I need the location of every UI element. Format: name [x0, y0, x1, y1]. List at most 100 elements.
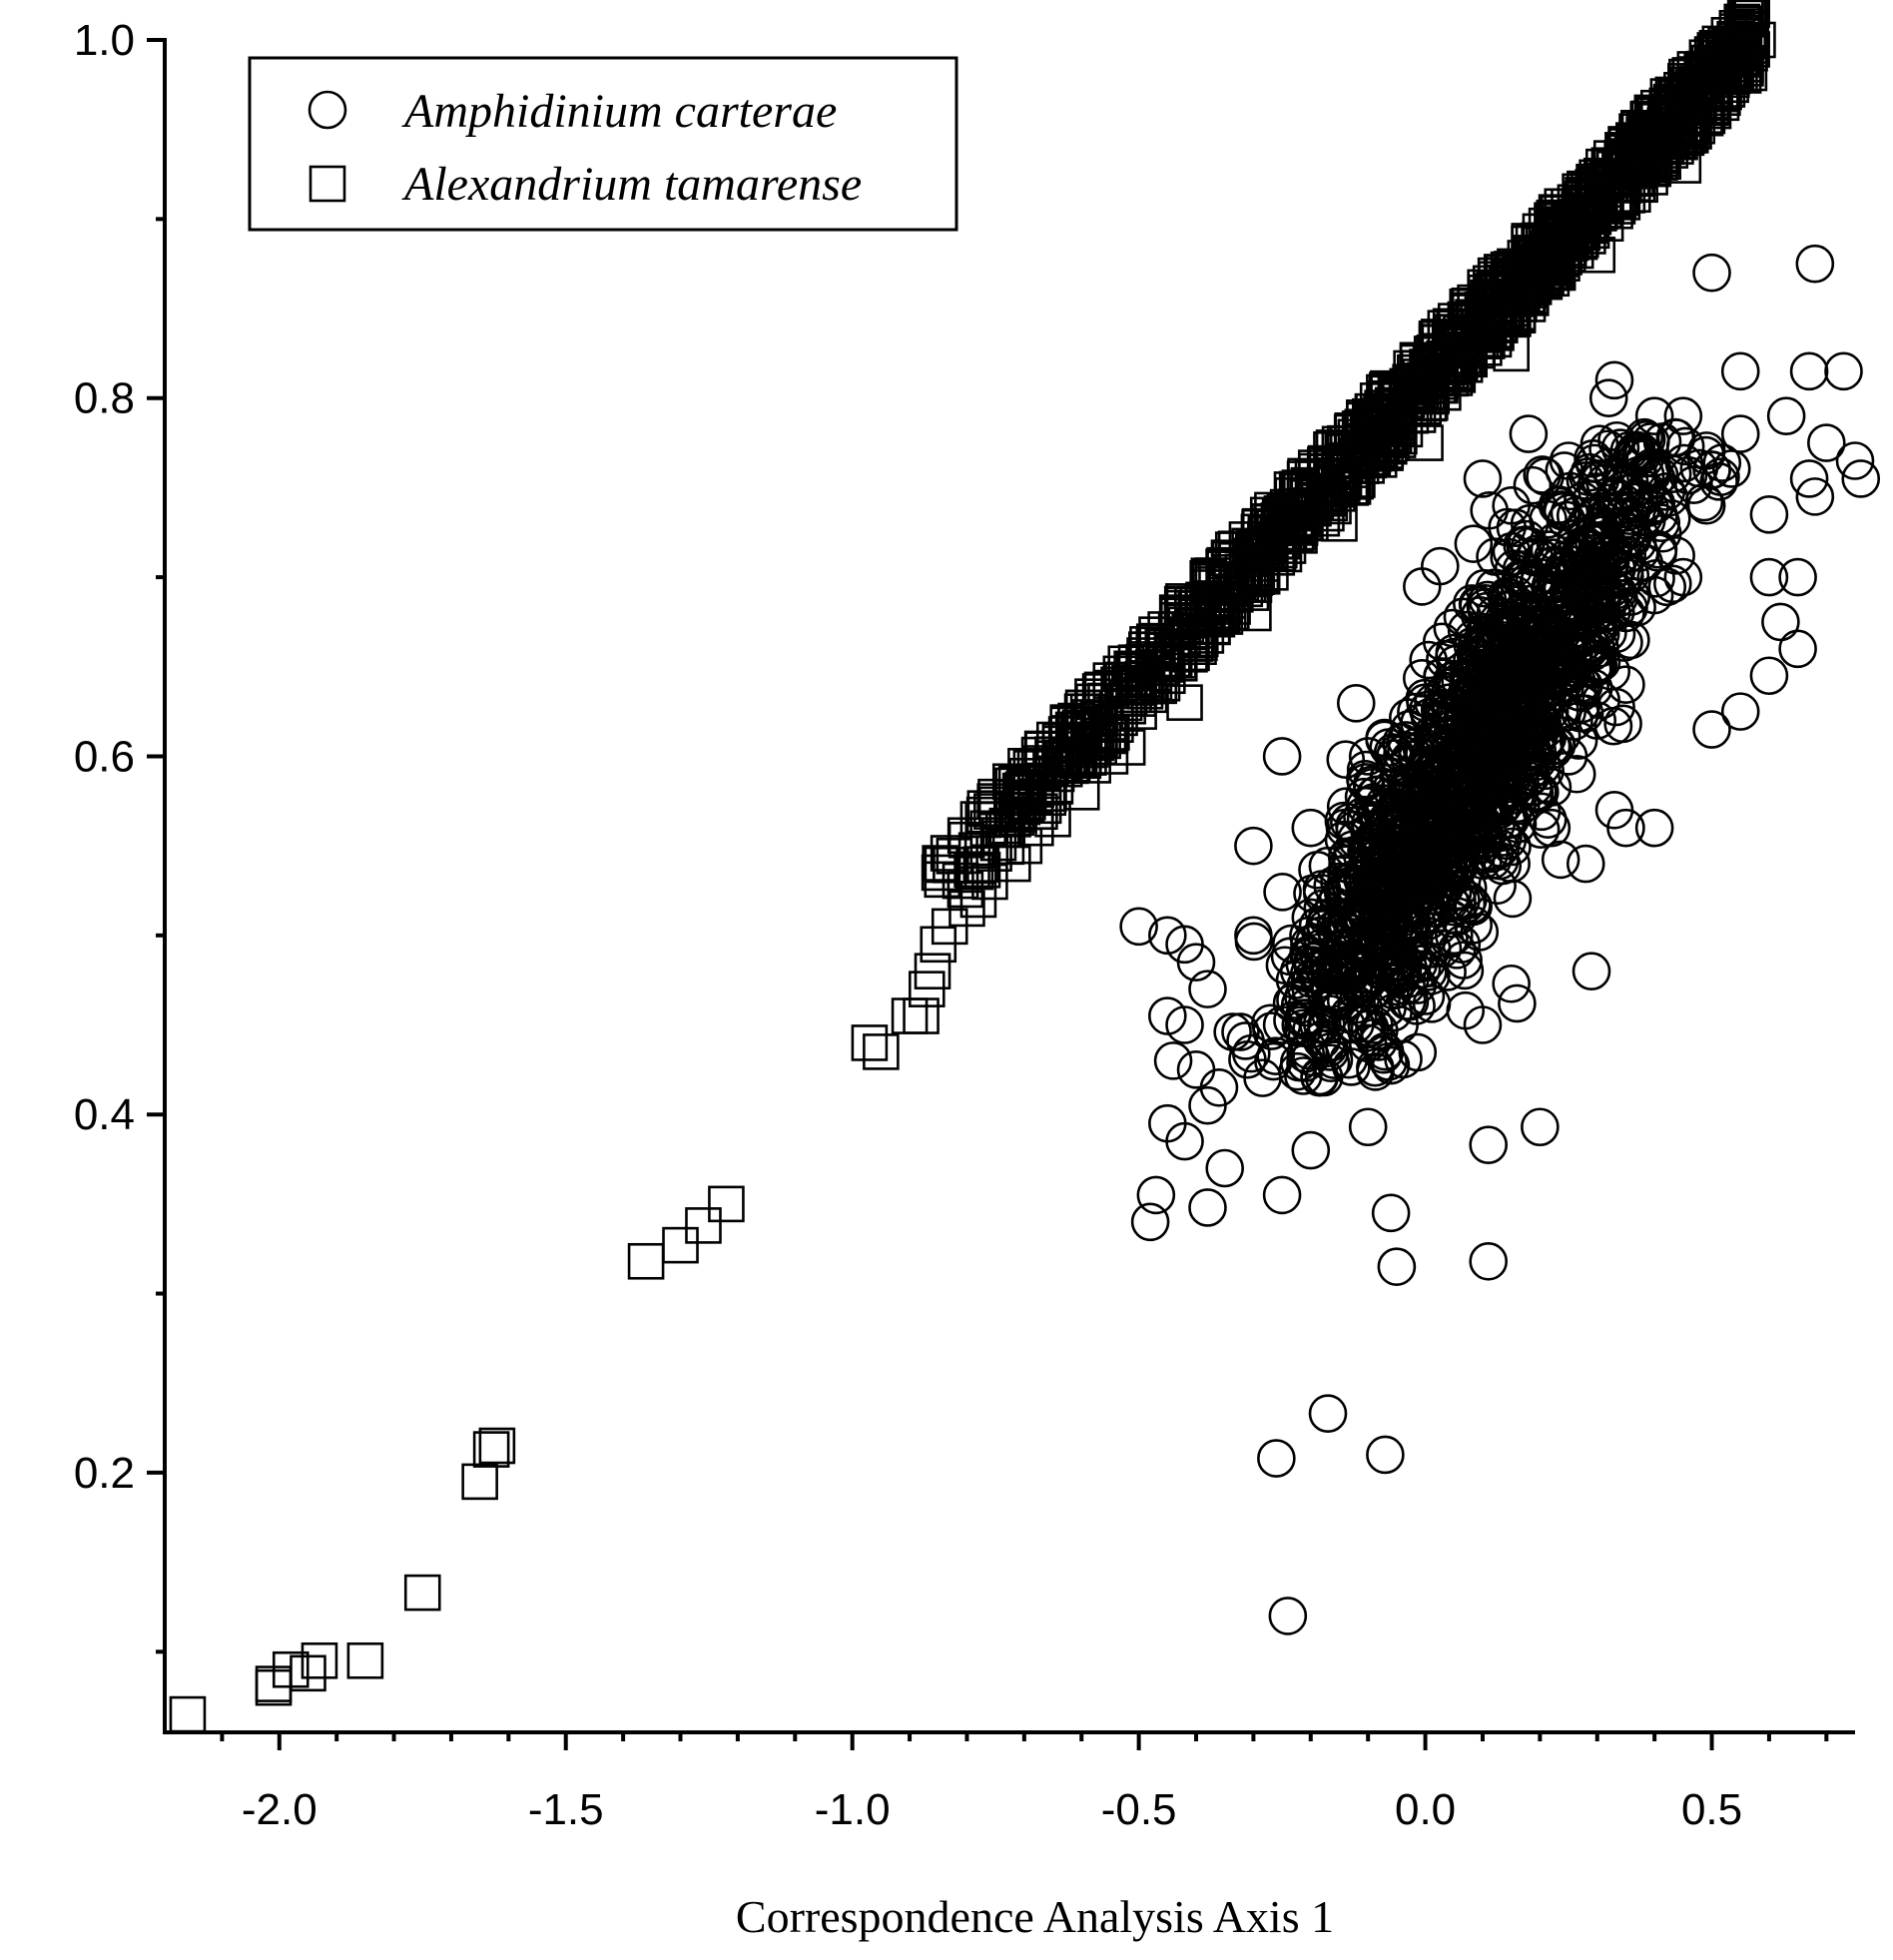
- amphidinium-point: [1333, 830, 1373, 870]
- amphidinium-point: [1565, 598, 1604, 637]
- alexandrium-point: [290, 1654, 326, 1692]
- alexandrium-point: [1432, 308, 1470, 345]
- amphidinium-point: [1498, 983, 1537, 1023]
- alexandrium-point: [1313, 430, 1350, 468]
- amphidinium-point: [1447, 885, 1487, 924]
- amphidinium-point: [1626, 419, 1666, 459]
- alexandrium-point: [1130, 676, 1168, 714]
- alexandrium-point: [1446, 345, 1484, 383]
- amphidinium-point: [1188, 1085, 1227, 1125]
- amphidinium-point: [1606, 808, 1645, 848]
- amphidinium-point: [1316, 952, 1355, 990]
- amphidinium-point: [1326, 740, 1366, 780]
- alexandrium-point: [662, 1226, 699, 1264]
- amphidinium-point: [1188, 1188, 1227, 1227]
- x-tick-label: -1.5: [528, 1785, 604, 1834]
- alexandrium-point: [1654, 76, 1692, 114]
- amphidinium-point: [1284, 978, 1323, 1016]
- amphidinium-point: [1234, 922, 1274, 962]
- alexandrium-point: [903, 997, 940, 1034]
- amphidinium-point: [1456, 637, 1496, 677]
- amphidinium-point: [1624, 417, 1664, 457]
- alexandrium-point: [1400, 363, 1438, 400]
- amphidinium-point: [1332, 1047, 1371, 1086]
- amphidinium-point: [1221, 1012, 1260, 1051]
- amphidinium-point: [1778, 629, 1817, 669]
- data-markers-layer: [169, 0, 1881, 1733]
- alexandrium-point: [1016, 793, 1054, 831]
- alexandrium-point: [1670, 66, 1707, 104]
- alexandrium-point: [1135, 626, 1173, 664]
- alexandrium-point: [1586, 205, 1624, 242]
- y-axis-ticks: 0.2 0.4 0.6 0.8 1.0: [74, 16, 165, 1654]
- amphidinium-point: [1486, 769, 1525, 809]
- amphidinium-point: [1148, 996, 1187, 1035]
- alexandrium-point: [1374, 386, 1412, 424]
- alexandrium-point: [1117, 668, 1155, 705]
- alexandrium-point: [1584, 178, 1622, 216]
- amphidinium-point: [1795, 477, 1835, 516]
- y-tick-label: 0.8: [74, 374, 135, 423]
- amphidinium-point: [1409, 640, 1448, 680]
- amphidinium-point: [1632, 450, 1672, 489]
- amphidinium-point: [1575, 443, 1614, 483]
- alexandrium-point: [1696, 72, 1734, 109]
- alexandrium-point: [1575, 173, 1612, 211]
- amphidinium-point: [1278, 1051, 1317, 1091]
- amphidinium-point: [1176, 1050, 1216, 1089]
- alexandrium-point: [1266, 492, 1304, 530]
- amphidinium-point: [1528, 619, 1567, 659]
- alexandrium-point: [1331, 468, 1369, 505]
- amphidinium-point: [1459, 639, 1499, 679]
- amphidinium-point: [1569, 530, 1607, 569]
- amphidinium-point: [1165, 1005, 1204, 1044]
- amphidinium-point: [1557, 754, 1596, 794]
- alexandrium-point: [169, 1695, 207, 1733]
- legend-label-amphidinium: Amphidinium carterae: [401, 85, 837, 138]
- alexandrium-point: [1323, 457, 1360, 495]
- amphidinium-point: [1263, 873, 1302, 912]
- amphidinium-point: [1521, 627, 1561, 667]
- alexandrium-point: [1350, 421, 1387, 459]
- alexandrium-point: [1327, 424, 1364, 462]
- alexandrium-point: [1543, 241, 1580, 278]
- amphidinium-point: [1636, 558, 1675, 598]
- amphidinium-point: [1251, 1003, 1290, 1043]
- amphidinium-point: [1390, 710, 1429, 749]
- amphidinium-point: [1347, 956, 1387, 994]
- amphidinium-point: [1720, 351, 1760, 391]
- alexandrium-point: [1070, 739, 1107, 776]
- x-tick-label: -2.0: [242, 1785, 317, 1834]
- amphidinium-point: [1148, 916, 1187, 956]
- amphidinium-point: [1778, 557, 1817, 597]
- amphidinium-point: [1437, 931, 1477, 970]
- alexandrium-point: [1377, 376, 1415, 413]
- amphidinium-point: [1523, 455, 1563, 494]
- amphidinium-point: [1507, 563, 1547, 603]
- x-tick-label: -0.5: [1101, 1785, 1177, 1834]
- amphidinium-point: [1423, 782, 1462, 822]
- amphidinium-point: [1327, 854, 1366, 893]
- alexandrium-point: [1115, 652, 1153, 690]
- y-tick-label: 0.6: [74, 732, 135, 781]
- amphidinium-point: [1568, 546, 1607, 586]
- amphidinium-point: [1268, 1597, 1308, 1635]
- amphidinium-point: [1291, 808, 1331, 848]
- amphidinium-point: [1176, 943, 1216, 982]
- alexandrium-point: [627, 1242, 665, 1280]
- amphidinium-point: [1375, 944, 1415, 982]
- amphidinium-point: [1354, 1017, 1394, 1057]
- amphidinium-point: [1130, 1202, 1170, 1242]
- amphidinium-point: [1262, 737, 1302, 776]
- alexandrium-point: [1247, 533, 1284, 571]
- amphidinium-point: [1692, 710, 1731, 749]
- alexandrium-point: [1586, 185, 1624, 223]
- amphidinium-point: [1385, 860, 1425, 899]
- amphidinium-point: [1541, 840, 1580, 880]
- amphidinium-point: [1531, 566, 1571, 605]
- legend-box: [248, 56, 958, 232]
- alexandrium-point: [1537, 221, 1575, 259]
- amphidinium-point: [1452, 584, 1492, 623]
- legend-label-alexandrium: Alexandrium tamarense: [401, 158, 862, 211]
- amphidinium-point: [1471, 771, 1510, 810]
